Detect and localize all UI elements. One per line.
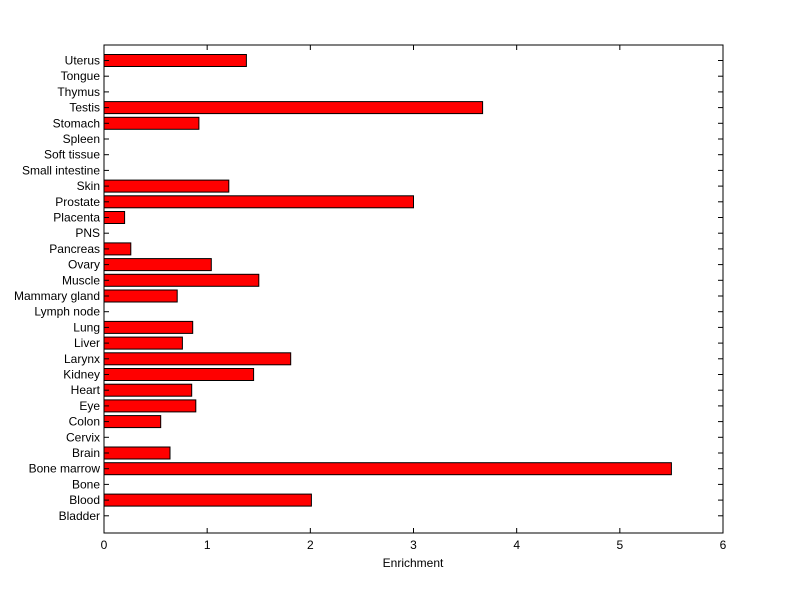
y-tick-label: Uterus	[65, 54, 100, 68]
y-tick-label: Bladder	[59, 509, 100, 523]
y-tick-label: Lymph node	[34, 305, 100, 319]
y-tick-label: Spleen	[63, 132, 100, 146]
y-tick-label: Ovary	[68, 258, 100, 272]
bar	[103, 273, 260, 287]
bar	[103, 383, 193, 397]
bar	[103, 462, 672, 476]
y-tick-label: Skin	[77, 179, 100, 193]
bar	[103, 446, 171, 460]
y-tick-label: Colon	[69, 415, 100, 429]
x-tick-label: 1	[204, 538, 211, 552]
y-tick-label: Muscle	[62, 273, 100, 287]
bar	[103, 258, 212, 272]
bar	[103, 493, 312, 507]
bar	[103, 179, 230, 193]
y-tick-label: PNS	[75, 226, 100, 240]
y-tick-label: Testis	[69, 101, 100, 115]
bar	[103, 116, 200, 130]
bar	[103, 368, 255, 381]
bar	[103, 415, 162, 429]
y-tick-label: Brain	[72, 446, 100, 460]
bar	[103, 352, 292, 366]
x-tick-label: 0	[101, 538, 108, 552]
x-tick-label: 3	[410, 538, 417, 552]
bar	[103, 289, 178, 303]
y-tick-label: Eye	[79, 399, 100, 413]
y-tick-label: Blood	[69, 493, 100, 507]
y-tick-label: Liver	[74, 336, 100, 350]
y-tick-label: Thymus	[57, 85, 100, 99]
x-tick-label: 4	[513, 538, 520, 552]
y-tick-label: Prostate	[55, 195, 100, 209]
bar	[103, 399, 197, 413]
y-tick-label: Soft tissue	[44, 148, 100, 162]
x-axis-label: Enrichment	[383, 556, 444, 570]
y-tick-label: Bone	[72, 477, 100, 491]
bar	[103, 101, 484, 115]
y-tick-label: Pancreas	[49, 242, 100, 256]
y-tick-label: Mammary gland	[14, 289, 100, 303]
x-tick-label: 2	[307, 538, 314, 552]
y-tick-label: Tongue	[61, 69, 101, 83]
x-tick-label: 6	[720, 538, 727, 552]
y-tick-label: Cervix	[66, 430, 100, 444]
bar	[103, 320, 194, 334]
bar	[103, 336, 183, 350]
y-tick-label: Small intestine	[22, 163, 100, 177]
plot-area	[104, 45, 723, 533]
y-tick-label: Lung	[73, 320, 100, 334]
bar	[103, 54, 247, 67]
y-tick-label: Heart	[71, 383, 101, 397]
y-tick-label: Larynx	[64, 352, 100, 366]
y-tick-label: Placenta	[53, 211, 100, 225]
axes-frame	[103, 44, 724, 534]
y-tick-label: Stomach	[53, 116, 100, 130]
bar	[103, 195, 414, 209]
y-tick-label: Kidney	[63, 368, 100, 382]
y-tick-label: Bone marrow	[29, 462, 101, 476]
x-tick-label: 5	[616, 538, 623, 552]
